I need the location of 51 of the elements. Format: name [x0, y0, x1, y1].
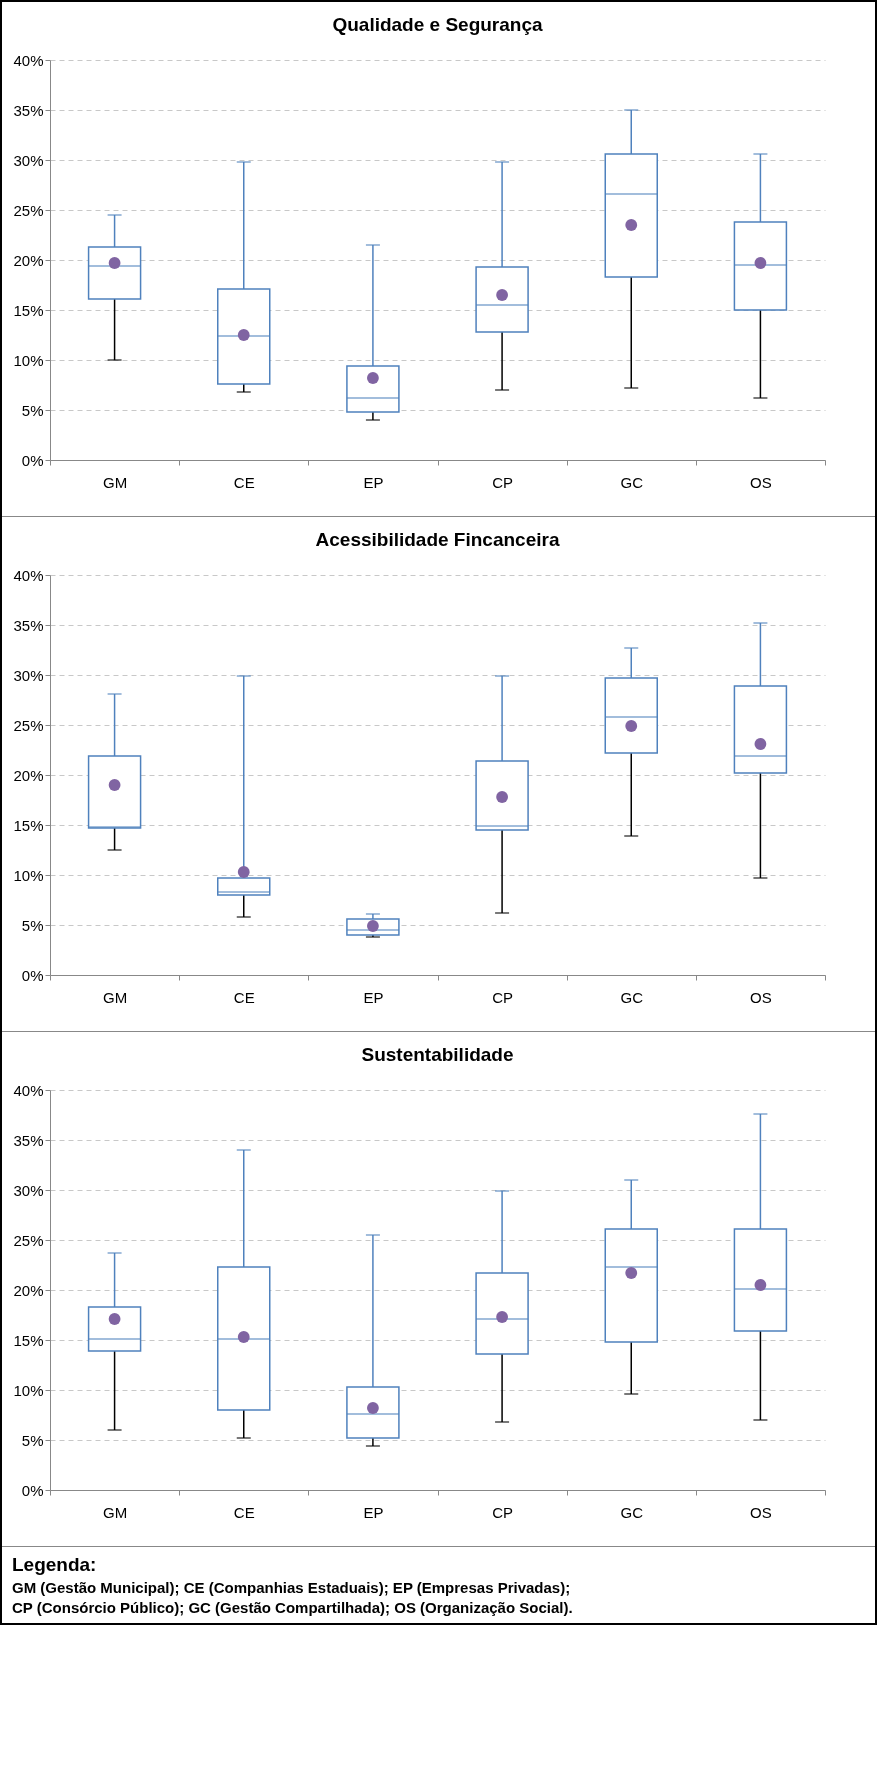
x-tick-label: CE [233, 473, 255, 491]
y-tick-label: 0% [21, 1481, 44, 1499]
y-tick-label: 15% [13, 301, 44, 319]
y-tick-label: 20% [13, 766, 44, 784]
x-tick-label: GC [620, 1503, 644, 1521]
y-tick-label: 40% [13, 1081, 44, 1099]
y-tick-label: 35% [13, 101, 44, 119]
text: Legenda: [12, 1554, 98, 1576]
text: GM (Gestão Municipal); CE (Companhias Estaduais); EP (Empresas Privadas); [12, 1579, 572, 1596]
x-tick-label: GM [103, 473, 128, 491]
y-tick-label: 30% [13, 1181, 44, 1199]
y-tick-label: 35% [13, 616, 44, 634]
y-tick-label: 25% [13, 201, 44, 219]
x-tick-label: CP [492, 1503, 514, 1521]
y-tick-label: 20% [13, 1281, 44, 1299]
x-tick-label: CP [492, 988, 514, 1006]
x-tick-label: OS [750, 1503, 772, 1521]
x-tick-label: OS [750, 473, 772, 491]
x-tick-label: GC [620, 473, 644, 491]
chart-title: Qualidade e Segurança [332, 14, 543, 35]
y-tick-label: 5% [21, 1431, 44, 1449]
y-tick-label: 30% [13, 666, 44, 684]
x-tick-label: OS [750, 988, 772, 1006]
y-tick-label: 25% [13, 716, 44, 734]
y-tick-label: 10% [13, 1381, 44, 1399]
y-tick-label: 30% [13, 151, 44, 169]
y-tick-label: 40% [13, 51, 44, 69]
y-tick-label: 10% [13, 866, 44, 884]
x-tick-label: EP [363, 988, 384, 1006]
y-tick-label: 20% [13, 251, 44, 269]
y-tick-label: 10% [13, 351, 44, 369]
y-tick-label: 15% [13, 816, 44, 834]
x-tick-label: CE [233, 1503, 255, 1521]
y-tick-label: 15% [13, 1331, 44, 1349]
y-tick-label: 5% [21, 401, 44, 419]
y-tick-label: 5% [21, 916, 44, 934]
y-tick-label: 0% [21, 451, 44, 469]
x-tick-label: EP [363, 473, 384, 491]
x-tick-label: GM [103, 1503, 128, 1521]
x-tick-label: GM [103, 988, 128, 1006]
x-tick-label: CE [233, 988, 255, 1006]
x-tick-label: EP [363, 1503, 384, 1521]
y-tick-label: 40% [13, 566, 44, 584]
x-tick-label: GC [620, 988, 644, 1006]
y-tick-label: 0% [21, 966, 44, 984]
chart-title: Sustentabilidade [361, 1044, 514, 1065]
text: CP (Consórcio Público); GC (Gestão Compartilhada); OS (Organização Social). [12, 1599, 574, 1616]
y-tick-label: 35% [13, 1131, 44, 1149]
y-tick-label: 25% [13, 1231, 44, 1249]
x-tick-label: CP [492, 473, 514, 491]
chart-title: Acessibilidade Fincanceira [315, 529, 560, 550]
